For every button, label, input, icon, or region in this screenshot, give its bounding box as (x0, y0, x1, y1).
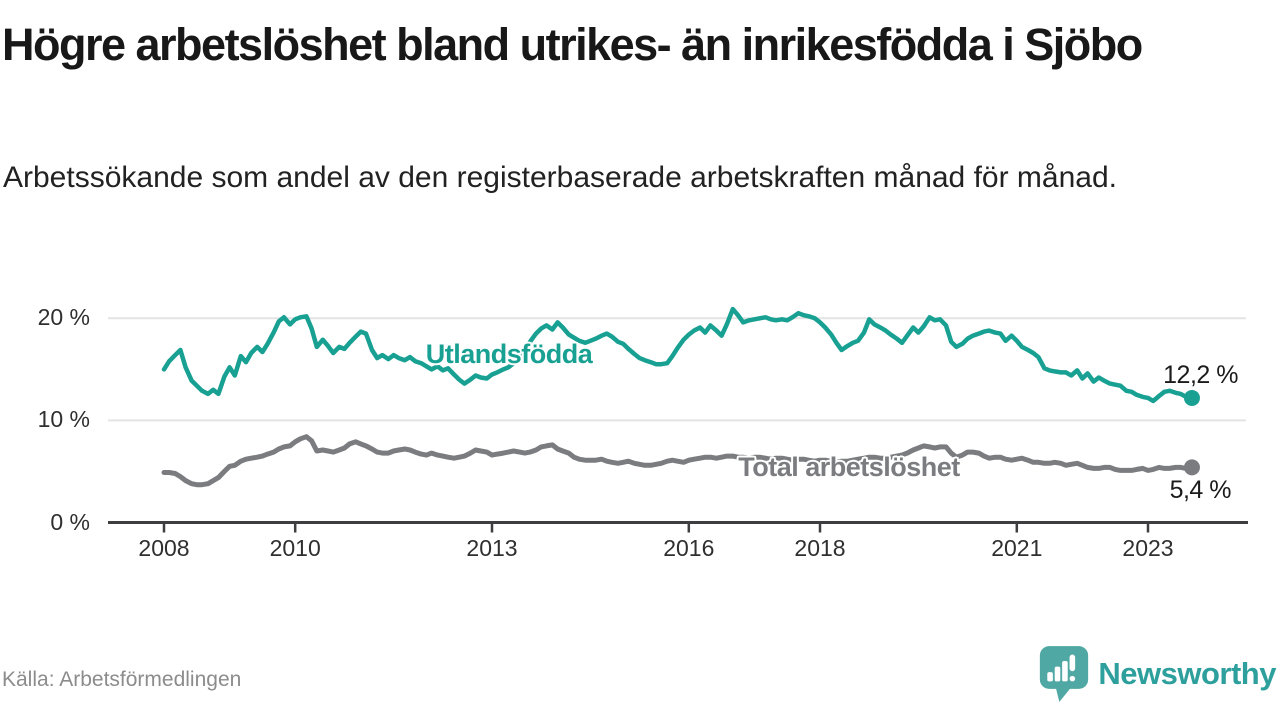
x-tick-label-2023: 2023 (1122, 534, 1174, 561)
endpoint-dot-utlandsfodda (1183, 389, 1200, 406)
y-tick-label-20: 20 % (37, 304, 90, 331)
source-attribution: Källa: Arbetsförmedlingen (2, 668, 242, 691)
chart-subtitle: Arbetssökande som andel av den registerb… (3, 161, 1117, 194)
chart-title: Högre arbetslöshet bland utrikes- än inr… (2, 19, 1143, 70)
x-tick-label-2008: 2008 (138, 534, 190, 561)
x-tick-label-2016: 2016 (663, 534, 715, 561)
x-tick-label-2010: 2010 (269, 534, 321, 561)
end-value-label-total: 5,4 % (1169, 476, 1232, 504)
x-tick-label-2013: 2013 (466, 534, 518, 561)
brand-name: Newsworthy (1098, 656, 1276, 691)
series-line-total-arbetsloshet (161, 434, 1195, 488)
x-tick-label-2018: 2018 (794, 534, 846, 561)
series-label-total-arbetsloshet: Total arbetslöshet (738, 452, 960, 482)
y-tick-label-0: 0 % (50, 508, 90, 535)
end-value-label-utlandsfodda: 12,2 % (1163, 361, 1238, 389)
y-tick-label-10: 10 % (37, 406, 90, 433)
series-label-utlandsfodda: Utlandsfödda (425, 339, 593, 369)
series-line-utlandsfodda (161, 306, 1195, 404)
brand-lockup: Newsworthy (1038, 642, 1276, 706)
endpoint-dot-total-arbetsloshet (1183, 459, 1200, 476)
x-tick-label-2021: 2021 (991, 534, 1043, 561)
newsworthy-speech-bubble-chart-icon (1038, 644, 1090, 704)
